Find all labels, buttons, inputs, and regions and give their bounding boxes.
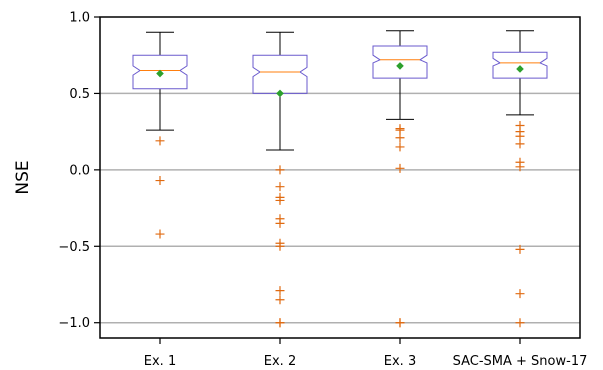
box-1	[132, 31, 188, 239]
outlier-point	[275, 195, 285, 205]
outlier-point	[275, 218, 285, 228]
outlier-point	[275, 286, 285, 296]
mean-marker	[516, 65, 524, 73]
grid-lines	[100, 92, 580, 324]
mean-marker	[156, 69, 164, 78]
box-4	[492, 30, 548, 328]
outlier-point	[155, 176, 165, 186]
y-tick-label: 0.5	[69, 87, 90, 102]
outlier-point	[275, 318, 285, 328]
outlier-point	[395, 142, 405, 152]
outlier-point	[155, 136, 165, 146]
outlier-point	[515, 139, 525, 149]
outlier-point	[515, 289, 525, 299]
outlier-point	[515, 244, 525, 254]
box-2	[252, 31, 308, 328]
x-tick-label: Ex. 2	[264, 354, 296, 369]
outlier-point	[395, 163, 405, 173]
y-axis-ticks: 1.0 0.5 0.0 −0.5 −1.0	[58, 11, 100, 331]
plot-frame	[99, 16, 581, 339]
outlier-point	[395, 318, 405, 328]
notched-box	[132, 54, 188, 90]
outlier-point	[275, 165, 285, 175]
box-3	[372, 30, 428, 328]
outlier-point	[515, 162, 525, 172]
outlier-point	[395, 125, 405, 135]
mean-marker	[276, 89, 284, 98]
y-tick-label: −1.0	[58, 316, 90, 331]
outlier-point	[155, 229, 165, 239]
x-axis-ticks: Ex. 1 Ex. 2 Ex. 3 SAC-SMA + Snow-17	[144, 338, 588, 369]
y-tick-label: −0.5	[58, 240, 90, 255]
notched-box	[372, 45, 428, 79]
x-tick-label: Ex. 1	[144, 354, 176, 369]
y-tick-label: 0.0	[69, 163, 90, 178]
outlier-point	[275, 241, 285, 251]
outlier-point	[275, 295, 285, 305]
outlier-point	[395, 133, 405, 143]
box-plots	[132, 30, 548, 328]
x-tick-label: SAC-SMA + Snow-17	[453, 354, 588, 369]
outlier-point	[515, 131, 525, 141]
outlier-point	[515, 318, 525, 328]
notched-box	[252, 54, 308, 94]
x-tick-label: Ex. 3	[384, 354, 416, 369]
mean-marker	[396, 62, 404, 70]
y-tick-label: 1.0	[69, 11, 90, 26]
y-axis-label: NSE	[13, 160, 33, 194]
notched-box	[492, 51, 548, 79]
outlier-point	[275, 182, 285, 192]
